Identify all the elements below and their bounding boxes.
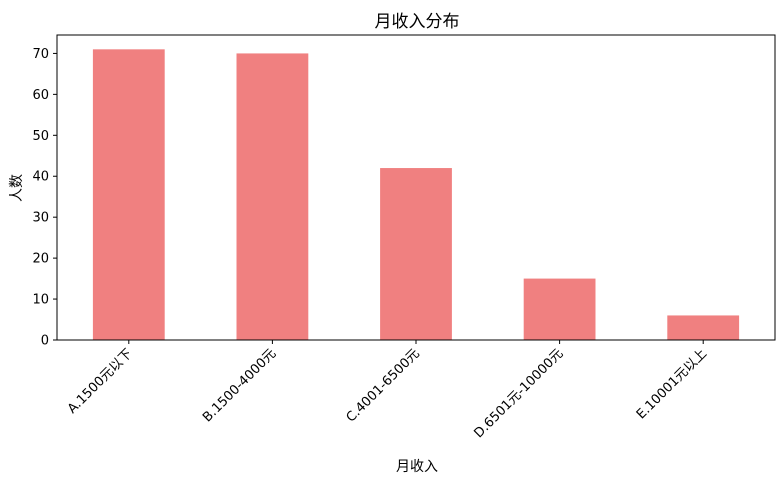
y-tick-label: 20 bbox=[32, 252, 49, 267]
y-tick-label: 0 bbox=[41, 334, 49, 349]
bar bbox=[523, 278, 596, 340]
bar bbox=[380, 168, 452, 340]
x-tick-label: B.1500-4000元 bbox=[200, 346, 279, 425]
bar bbox=[92, 49, 165, 340]
bar bbox=[236, 53, 309, 340]
bar bbox=[667, 315, 740, 340]
y-tick-label: 50 bbox=[32, 129, 49, 144]
bars-group bbox=[92, 49, 740, 340]
plot-frame bbox=[56, 34, 776, 341]
y-axis-label: 人数 bbox=[9, 174, 25, 202]
y-tick-label: 40 bbox=[32, 170, 49, 185]
y-tick-label: 10 bbox=[32, 293, 49, 308]
x-tick-label: D.6501元-10000元 bbox=[471, 346, 566, 441]
x-axis: A.1500元以下 B.1500-4000元 C.4001-6500元 D.6501元… bbox=[65, 340, 710, 441]
y-tick-label: 60 bbox=[32, 88, 49, 103]
y-tick-label: 70 bbox=[32, 47, 49, 62]
x-tick-label: E.10001元以上 bbox=[634, 346, 710, 422]
x-tick-label: A.1500元以下 bbox=[65, 346, 136, 417]
y-tick-label: 30 bbox=[32, 211, 49, 226]
chart-title: 月收入分布 bbox=[375, 12, 460, 32]
x-tick-label: C.4001-6500元 bbox=[344, 346, 423, 425]
y-axis: 0 10 20 30 40 50 60 70 bbox=[32, 47, 57, 349]
x-axis-label: 月收入 bbox=[396, 459, 438, 475]
